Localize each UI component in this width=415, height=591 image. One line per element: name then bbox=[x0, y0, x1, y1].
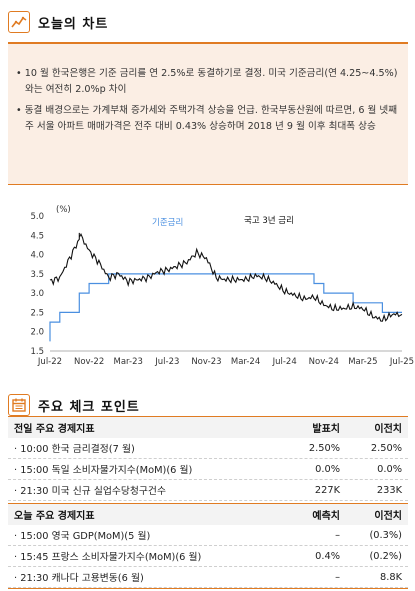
actual-cell: 2.50% bbox=[308, 442, 340, 454]
summary-bullet: • 10 월 한국은행은 기준 금리를 연 2.5%로 동결하기로 결정. 미국… bbox=[16, 68, 398, 95]
indicator-cell: · 15:00 영국 GDP(MoM)(5 월) bbox=[14, 531, 151, 542]
table-row: · 21:30 미국 신규 실업수당청구건수 227K 233K bbox=[8, 480, 408, 501]
summary-box: • 10 월 한국은행은 기준 금리를 연 2.5%로 동결하기로 결정. 미국… bbox=[8, 44, 408, 185]
x-tick-label: Jul-22 bbox=[37, 357, 62, 367]
indicator-cell: · 15:45 프랑스 소비자물가지수(MoM)(6 월) bbox=[14, 552, 202, 563]
column-header-previous: 이전치 bbox=[374, 511, 402, 522]
treasury-3y-line bbox=[49, 232, 403, 322]
previous-cell: (0.2%) bbox=[369, 550, 402, 562]
forecast-cell: – bbox=[335, 571, 340, 583]
actual-cell: 0.0% bbox=[315, 463, 340, 475]
previous-cell: 0.0% bbox=[377, 463, 402, 475]
y-tick-label: 1.5 bbox=[30, 347, 44, 357]
y-tick-label: 3.0 bbox=[30, 289, 44, 299]
previous-cell: 233K bbox=[376, 484, 402, 496]
table-row: · 15:00 영국 GDP(MoM)(5 월) – (0.3%) bbox=[8, 525, 408, 546]
section-header-checkpoints: 주요 체크 포인트 bbox=[8, 394, 140, 416]
rate-chart: (%) 5.0 4.5 4.0 3.5 3.0 2.5 2.0 1.5 Jul-22 Nov-22 M… bbox=[0, 196, 415, 376]
section-header-todays-chart: 오늘의 차트 bbox=[8, 11, 108, 33]
column-header-actual: 발표치 bbox=[312, 424, 340, 435]
actual-cell: 227K bbox=[314, 484, 340, 496]
column-header-forecast: 예측치 bbox=[312, 511, 340, 522]
forecast-cell: – bbox=[335, 529, 340, 541]
x-tick-label: Nov-24 bbox=[309, 357, 339, 367]
table-row: · 15:00 독일 소비자물가지수(MoM)(6 월) 0.0% 0.0% bbox=[8, 459, 408, 480]
today-table-header: 오늘 주요 경제지표 예측치 이전치 bbox=[8, 503, 408, 525]
table-row: · 10:00 한국 금리결정(7 월) 2.50% 2.50% bbox=[8, 438, 408, 459]
x-tick-label: Jul-24 bbox=[272, 357, 297, 367]
x-tick-label: Nov-23 bbox=[191, 357, 221, 367]
x-tick-label: Jul-23 bbox=[154, 357, 179, 367]
y-tick-label: 2.0 bbox=[30, 328, 44, 338]
forecast-cell: 0.4% bbox=[315, 550, 340, 562]
series-label-base-rate: 기준금리 bbox=[152, 218, 183, 228]
x-tick-label: Mar-25 bbox=[348, 357, 377, 367]
y-tick-label: 2.5 bbox=[30, 308, 44, 318]
indicator-cell: · 10:00 한국 금리결정(7 월) bbox=[14, 444, 135, 455]
previous-cell: 2.50% bbox=[370, 442, 402, 454]
x-tick-label: Nov-22 bbox=[74, 357, 104, 367]
line-chart-icon bbox=[8, 11, 30, 33]
section-title: 주요 체크 포인트 bbox=[38, 399, 140, 415]
x-tick-label: Mar-24 bbox=[231, 357, 260, 367]
column-header-indicator: 전일 주요 경제지표 bbox=[14, 424, 95, 435]
previous-cell: 8.8K bbox=[379, 571, 402, 583]
section-divider bbox=[8, 42, 408, 44]
calendar-icon bbox=[8, 394, 30, 416]
table-bottom-rule bbox=[8, 588, 408, 589]
table-row: · 15:45 프랑스 소비자물가지수(MoM)(6 월) 0.4% (0.2%… bbox=[8, 546, 408, 567]
series-label-treasury: 국고 3년 금리 bbox=[244, 215, 294, 226]
x-tick-label: Mar-23 bbox=[114, 357, 143, 367]
y-tick-label: 4.0 bbox=[30, 251, 44, 261]
indicator-cell: · 15:00 독일 소비자물가지수(MoM)(6 월) bbox=[14, 465, 193, 476]
x-tick-label: Jul-25 bbox=[389, 357, 414, 367]
previous-cell: (0.3%) bbox=[369, 529, 402, 541]
summary-bullet: • 동결 배경으로는 가계부채 증가세와 주택가격 상승을 언급. 한국부동산원… bbox=[16, 105, 398, 132]
indicator-cell: · 21:30 미국 신규 실업수당청구건수 bbox=[14, 486, 166, 497]
indicator-cell: · 21:30 캐나다 고용변동(6 월) bbox=[14, 573, 144, 584]
column-header-previous: 이전치 bbox=[374, 424, 402, 435]
y-tick-label: 3.5 bbox=[30, 270, 44, 280]
column-header-indicator: 오늘 주요 경제지표 bbox=[14, 511, 95, 522]
section-title: 오늘의 차트 bbox=[38, 16, 109, 32]
y-tick-label: 5.0 bbox=[30, 212, 44, 222]
y-unit-label: (%) bbox=[56, 205, 71, 215]
y-tick-label: 4.5 bbox=[30, 231, 44, 241]
prev-day-table-header: 전일 주요 경제지표 발표치 이전치 bbox=[8, 416, 408, 438]
table-row: · 21:30 캐나다 고용변동(6 월) – 8.8K bbox=[8, 567, 408, 588]
